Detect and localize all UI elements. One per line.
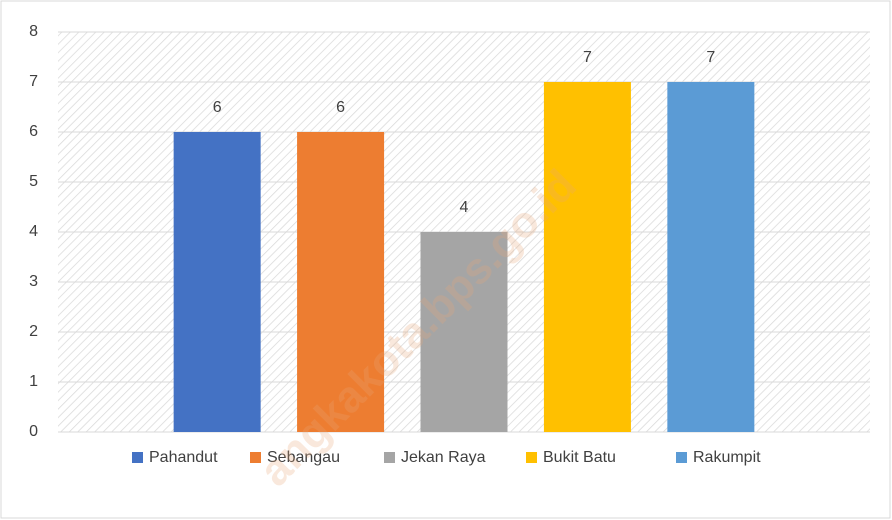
legend-swatch (250, 452, 261, 463)
data-label: 4 (460, 199, 469, 216)
data-label: 6 (213, 99, 222, 116)
legend-swatch (676, 452, 687, 463)
legend-label: Bukit Batu (543, 449, 616, 466)
bar (667, 82, 755, 432)
bar (543, 82, 631, 432)
y-tick-label: 5 (29, 173, 38, 190)
legend-label: Rakumpit (693, 449, 761, 466)
legend-label: Jekan Raya (401, 449, 486, 466)
y-tick-label: 7 (29, 73, 38, 90)
bar (173, 132, 261, 432)
y-tick-label: 4 (29, 223, 38, 240)
legend-swatch (384, 452, 395, 463)
data-label: 7 (706, 49, 715, 66)
y-tick-label: 8 (29, 23, 38, 40)
y-tick-label: 1 (29, 373, 38, 390)
y-tick-label: 6 (29, 123, 38, 140)
bar (420, 232, 508, 432)
legend-label: Pahandut (149, 449, 218, 466)
data-label: 7 (583, 49, 592, 66)
legend-swatch (132, 452, 143, 463)
y-tick-label: 2 (29, 323, 38, 340)
y-tick-label: 0 (29, 423, 38, 440)
data-label: 6 (336, 99, 345, 116)
legend-swatch (526, 452, 537, 463)
y-tick-label: 3 (29, 273, 38, 290)
legend-label: Sebangau (267, 449, 340, 466)
bar (297, 132, 385, 432)
